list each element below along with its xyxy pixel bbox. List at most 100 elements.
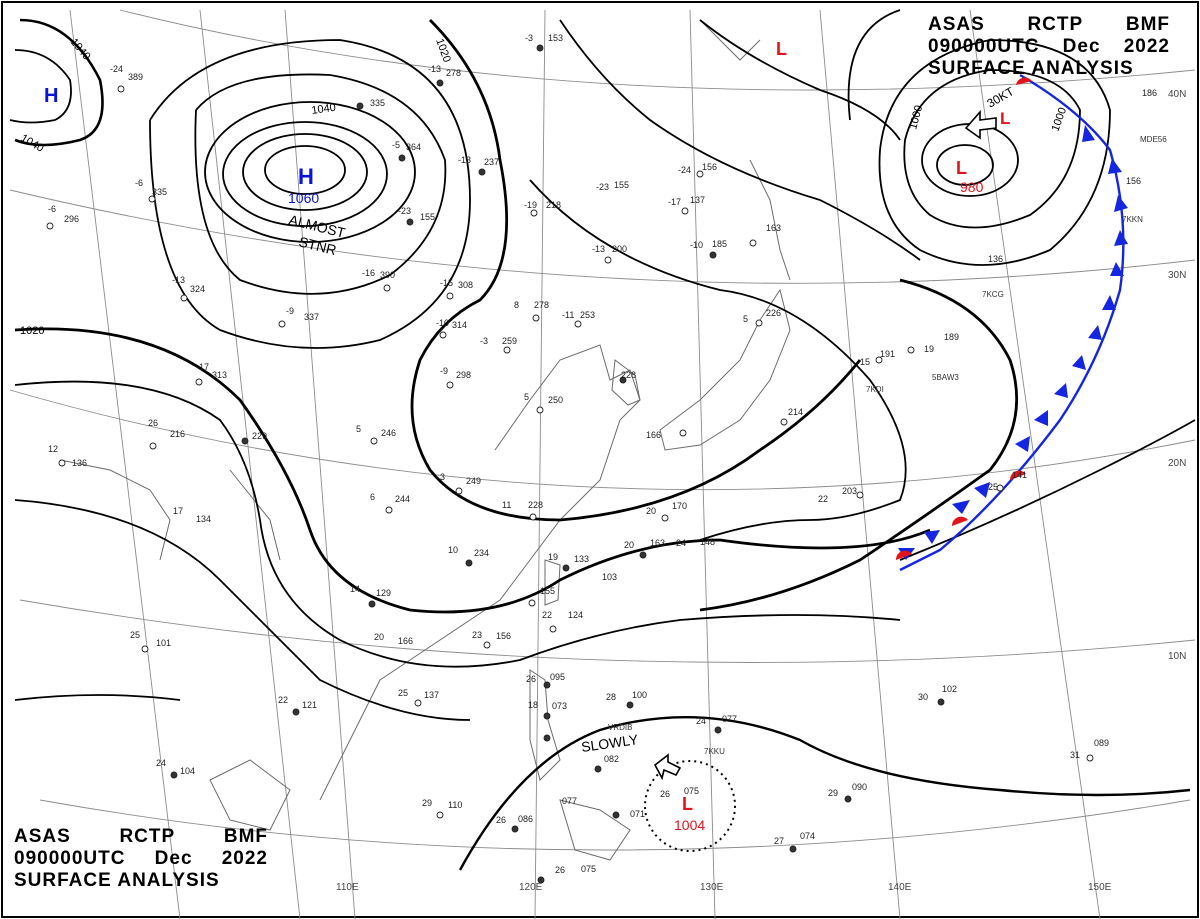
isobar xyxy=(878,39,1111,266)
station-marker xyxy=(383,284,391,292)
isobar xyxy=(458,716,1191,871)
station-marker xyxy=(543,681,551,689)
isobars xyxy=(9,9,1196,871)
isobar xyxy=(699,278,1019,612)
station-pressure: 335 xyxy=(152,187,167,197)
station-temp: 5 xyxy=(524,392,529,402)
ship-id: 7KKU xyxy=(704,747,725,756)
station-pressure: 364 xyxy=(406,142,421,152)
station-pressure: 253 xyxy=(580,310,595,320)
station-marker xyxy=(789,845,797,853)
station-temp: -15 xyxy=(440,278,453,288)
station-temp: 31 xyxy=(1070,750,1080,760)
station-pressure: 103 xyxy=(602,572,617,582)
lat-label: 30N xyxy=(1168,270,1186,281)
isobar-value: 1020 xyxy=(20,325,44,337)
station-temp: 26 xyxy=(496,815,506,825)
ship-id: MDE56 xyxy=(1140,135,1167,144)
annotation-slowly: SLOWLY xyxy=(580,731,640,755)
lon-label: 150E xyxy=(1088,882,1112,893)
station-marker xyxy=(907,346,915,354)
station-temp: -3 xyxy=(525,33,533,43)
year-label: 2022 xyxy=(221,848,268,869)
station-marker xyxy=(536,44,544,52)
low-pressure-icon: L xyxy=(776,39,787,59)
station-marker xyxy=(844,795,852,803)
station-temp: 29 xyxy=(422,798,432,808)
station-pressure: 218 xyxy=(546,200,561,210)
motion-arrows xyxy=(653,109,997,781)
station-temp: 22 xyxy=(542,610,552,620)
agency-label: ASAS xyxy=(14,826,71,847)
header-row-time: 090000UTC Dec 2022 xyxy=(928,36,1170,58)
lon-label: 120E xyxy=(519,882,543,893)
station-pressure: 089 xyxy=(1094,738,1109,748)
station-temp: 22 xyxy=(278,695,288,705)
station-temp: 155 xyxy=(540,586,555,596)
station-temp: -6 xyxy=(135,178,143,188)
station-temp: 28 xyxy=(606,692,616,702)
station-pressure: 278 xyxy=(534,300,549,310)
cold-front xyxy=(895,73,1128,572)
station-pressure: 189 xyxy=(944,332,959,342)
station-label: RCTP xyxy=(1027,14,1084,35)
station-temp: -6 xyxy=(48,204,56,214)
station-pressure: 337 xyxy=(304,312,319,322)
station-pressure: 110 xyxy=(448,800,462,810)
low-pressure-icon: L xyxy=(682,794,693,814)
station-pressure: 166 xyxy=(398,636,413,646)
station-pressure: 133 xyxy=(574,554,589,564)
station-pressure: 246 xyxy=(381,428,396,438)
station-temp: 19 xyxy=(924,344,934,354)
station-marker xyxy=(436,79,444,87)
station-marker xyxy=(436,811,444,819)
station-pressure: 082 xyxy=(604,754,619,764)
station-temp: 20 xyxy=(374,632,384,642)
station-pressure: 259 xyxy=(502,336,517,346)
front-pip xyxy=(1088,325,1102,340)
station-pressure: 153 xyxy=(548,33,563,43)
code-label: BMF xyxy=(1125,14,1170,35)
agency-label: ASAS xyxy=(928,14,985,35)
korea-peninsula xyxy=(611,359,641,406)
isobar xyxy=(149,39,471,349)
valid-time: 090000UTC xyxy=(928,36,1040,57)
station-pressure: 389 xyxy=(128,72,143,82)
station-marker xyxy=(530,209,538,217)
station-temp: 14 xyxy=(350,584,360,594)
station-pressure: 129 xyxy=(376,588,391,598)
station-temp: -16 xyxy=(362,268,375,278)
station-marker xyxy=(856,491,864,499)
ship-id: 5BAW3 xyxy=(932,373,959,382)
station-pressure: 071 xyxy=(630,809,645,819)
station-temp: 18 xyxy=(528,700,538,710)
high-pressure-value: 1060 xyxy=(288,190,319,206)
front-pip xyxy=(1009,470,1026,480)
station-marker xyxy=(478,168,486,176)
station-temp: 26 xyxy=(555,865,565,875)
station-pressure: 313 xyxy=(212,370,227,380)
station-marker xyxy=(241,437,249,445)
station-marker xyxy=(780,418,788,426)
station-marker xyxy=(562,564,570,572)
front-pip xyxy=(895,550,912,560)
station-marker xyxy=(455,487,463,495)
pressure-centers: H H 1060 L L 980 L L 1004 xyxy=(44,39,1010,833)
station-pressure: 075 xyxy=(581,864,596,874)
station-marker xyxy=(749,239,757,247)
station-pressure: 124 xyxy=(568,610,583,620)
isobar xyxy=(936,144,994,186)
station-pressure: 200 xyxy=(612,244,627,254)
parallel-line xyxy=(119,9,1196,91)
station-pressure: 324 xyxy=(190,284,205,294)
station-marker xyxy=(385,506,393,514)
isobar xyxy=(194,73,447,295)
header-row-product: SURFACE ANALYSIS xyxy=(928,58,1170,80)
station-marker xyxy=(696,170,704,178)
front-pip xyxy=(1114,195,1128,212)
parallel-line xyxy=(19,599,1196,663)
station-pressure: 137 xyxy=(424,690,439,700)
high-pressure-icon: H xyxy=(44,85,58,107)
station-marker xyxy=(148,195,156,203)
